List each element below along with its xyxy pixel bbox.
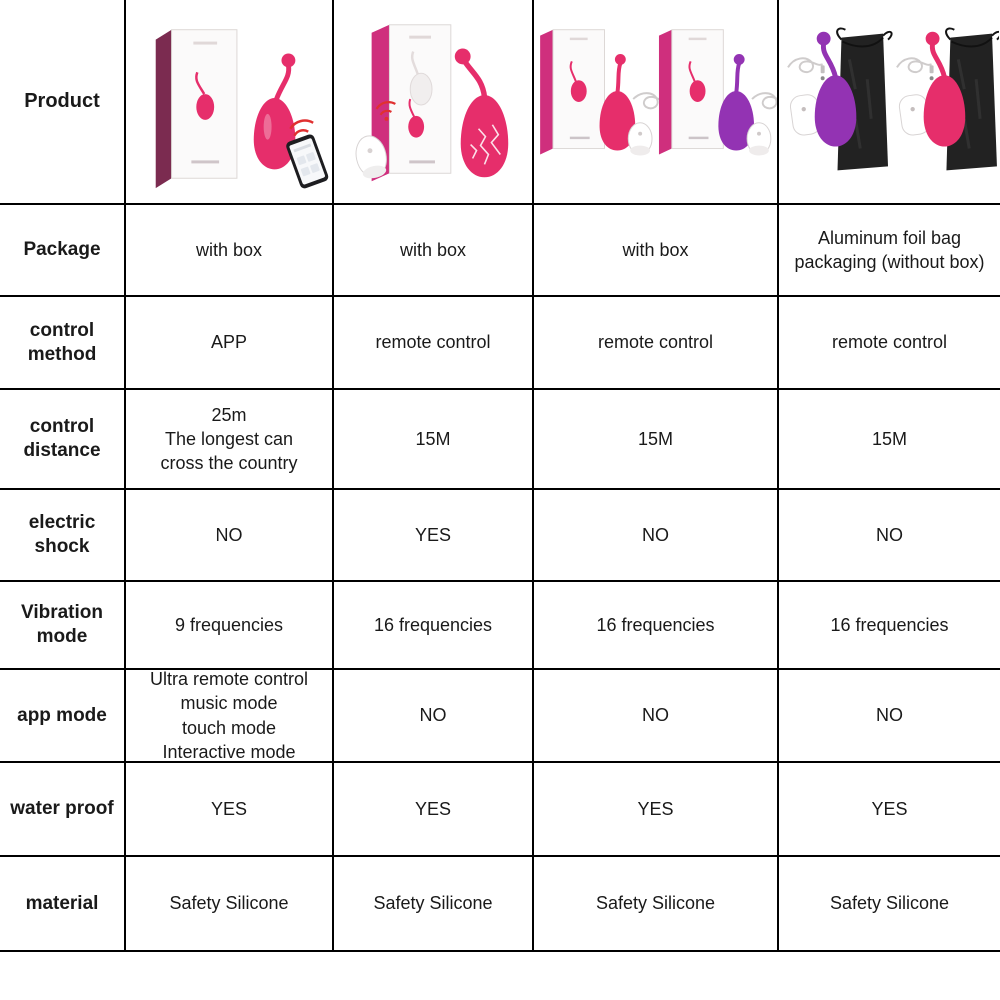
electric-shock-product-4: NO (779, 490, 1000, 582)
vibration-mode-product-2: 16 frequencies (334, 582, 534, 670)
wifi-icon (375, 101, 396, 121)
control-method-product-1: APP (126, 297, 334, 390)
package-product-1: with box (126, 205, 334, 297)
product-box-icon (658, 29, 724, 155)
product-3-image-cell (534, 0, 779, 205)
control-distance-product-2: 15M (334, 390, 534, 490)
material-product-4: Safety Silicone (779, 857, 1000, 952)
control-method-product-4: remote control (779, 297, 1000, 390)
water-proof-product-4: YES (779, 763, 1000, 857)
product-2-image-cell (334, 0, 534, 205)
electric-shock-product-2: YES (334, 490, 534, 582)
product-box-icon (540, 29, 605, 155)
water-proof-product-3: YES (534, 763, 779, 857)
product-4-image-cell (779, 0, 1000, 205)
control-method-product-3: remote control (534, 297, 779, 390)
egg-vibrator-icon (454, 48, 509, 178)
product-box-icon (155, 29, 238, 189)
water-proof-product-1: YES (126, 763, 334, 857)
purple-bag-set (787, 27, 893, 171)
row-label-water-proof: water proof (0, 763, 126, 857)
row-label-product: Product (0, 0, 126, 205)
egg-vibrator-icon (814, 31, 857, 147)
purple-set (658, 29, 777, 156)
water-proof-product-2: YES (334, 763, 534, 857)
remote-control-icon (746, 122, 772, 156)
app-mode-product-2: NO (334, 670, 534, 763)
electric-shock-product-3: NO (534, 490, 779, 582)
egg-vibrator-icon (599, 53, 636, 151)
vibration-mode-product-1: 9 frequencies (126, 582, 334, 670)
usb-cable-icon (751, 92, 777, 110)
app-mode-product-1: Ultra remote control music mode touch mo… (126, 670, 334, 763)
usb-cable-icon (787, 57, 825, 81)
row-label-control-distance: control distance (0, 390, 126, 490)
pink-bag-set (896, 27, 999, 171)
electric-shock-product-1: NO (126, 490, 334, 582)
product-1-image (155, 29, 329, 189)
control-distance-product-4: 15M (779, 390, 1000, 490)
material-product-2: Safety Silicone (334, 857, 534, 952)
row-label-material: material (0, 857, 126, 952)
pink-set (540, 29, 668, 156)
package-product-3: with box (534, 205, 779, 297)
row-label-electric-shock: electric shock (0, 490, 126, 582)
app-mode-product-3: NO (534, 670, 779, 763)
vibration-mode-product-3: 16 frequencies (534, 582, 779, 670)
remote-control-icon (355, 135, 387, 179)
vibration-mode-product-4: 16 frequencies (779, 582, 1000, 670)
comparison-table: Product (0, 0, 1000, 952)
product-box-icon (371, 24, 452, 182)
egg-vibrator-icon (923, 31, 966, 147)
usb-cable-icon (896, 57, 934, 81)
app-mode-product-4: NO (779, 670, 1000, 763)
product-3-image (540, 29, 777, 156)
row-label-vibration-mode: Vibration mode (0, 582, 126, 670)
product-4-image (787, 27, 999, 171)
control-method-product-2: remote control (334, 297, 534, 390)
row-label-control-method: control method (0, 297, 126, 390)
phone-icon (286, 134, 329, 189)
row-label-app-mode: app mode (0, 670, 126, 763)
control-distance-product-3: 15M (534, 390, 779, 490)
package-product-2: with box (334, 205, 534, 297)
material-product-1: Safety Silicone (126, 857, 334, 952)
egg-vibrator-icon (718, 53, 755, 151)
control-distance-product-1: 25m The longest can cross the country (126, 390, 334, 490)
product-2-image (355, 24, 509, 182)
package-product-4: Aluminum foil bag packaging (without box… (779, 205, 1000, 297)
egg-vibrator-icon (253, 53, 296, 170)
row-label-package: Package (0, 205, 126, 297)
product-1-image-cell (126, 0, 334, 205)
remote-control-icon (627, 122, 653, 156)
material-product-3: Safety Silicone (534, 857, 779, 952)
